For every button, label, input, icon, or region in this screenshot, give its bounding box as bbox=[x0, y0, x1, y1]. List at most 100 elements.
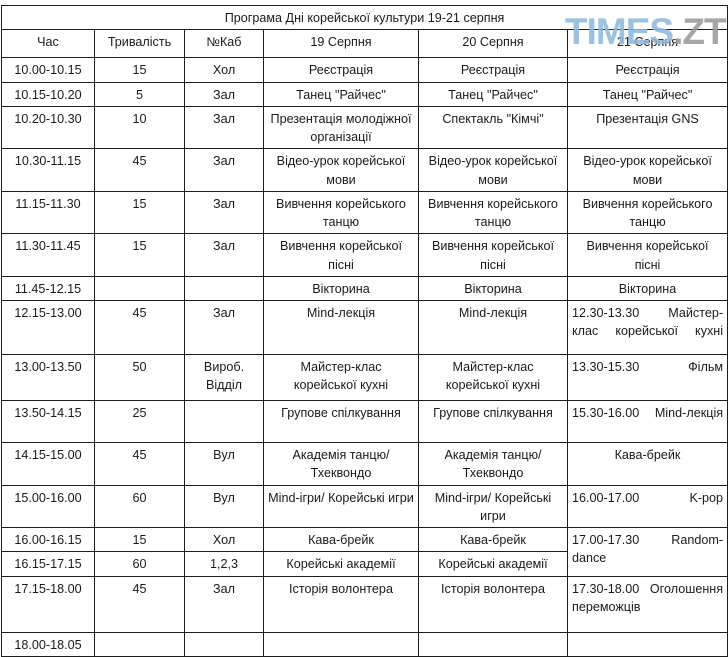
cell-room: 1,2,3 bbox=[184, 551, 264, 577]
cell-day20: Mind-ігри/ Корейські игри bbox=[418, 484, 568, 528]
cell-day21-time: 15.30-16.00 bbox=[572, 406, 640, 420]
column-header-time: Час bbox=[1, 29, 95, 59]
cell-day21-split: 16.00-17.00 K-pop bbox=[572, 489, 723, 507]
cell-day21-time: 17.00-17.30 bbox=[572, 533, 640, 547]
cell-day19: Вікторина bbox=[263, 275, 419, 302]
table-row: 16.15-17.15 60 1,2,3 Корейські академії … bbox=[1, 551, 728, 577]
cell-day20: Корейські академії bbox=[418, 551, 568, 577]
table-row: 17.15-18.00 45 Зал Історія волонтера Іст… bbox=[1, 575, 728, 633]
table-row: 13.50-14.15 25 Групове спілкування Групо… bbox=[1, 400, 728, 443]
table-header-row: Час Тривалість №Каб 19 Серпня 20 Серпня … bbox=[1, 29, 728, 59]
cell-day19: Вивчення корейського танцю bbox=[263, 190, 419, 235]
cell-duration: 50 bbox=[94, 354, 185, 401]
cell-duration: 60 bbox=[94, 484, 185, 528]
cell-day21: 13.30-15.30 Фільм bbox=[566, 354, 728, 401]
cell-time: 12.15-13.00 bbox=[1, 300, 95, 355]
cell-day21: Відео-урок корейської мови bbox=[566, 148, 728, 192]
cell-duration: 15 bbox=[94, 57, 185, 83]
cell-day20: Групове спілкування bbox=[418, 400, 568, 443]
cell-day19: Групове спілкування bbox=[263, 400, 419, 443]
cell-day20: Академія танцю/ Тхеквондо bbox=[418, 442, 568, 486]
cell-duration: 25 bbox=[94, 400, 185, 443]
column-header-day20: 20 Серпня bbox=[418, 29, 568, 59]
column-header-day21: 21 Серпня bbox=[566, 29, 728, 59]
table-row: 10.15-10.20 5 Зал Танец "Райчес" Танец "… bbox=[1, 81, 728, 107]
cell-room: Вироб. Відділ bbox=[184, 354, 264, 401]
cell-day20: Вивчення корейського танцю bbox=[418, 190, 568, 235]
cell-day20: Реєстрація bbox=[418, 57, 568, 83]
cell-time: 11.45-12.15 bbox=[1, 275, 95, 302]
cell-time: 10.30-11.15 bbox=[1, 148, 95, 192]
cell-day19: Відео-урок корейської мови bbox=[263, 148, 419, 192]
cell-time: 13.00-13.50 bbox=[1, 354, 95, 401]
table-title-row: Програма Дні корейської культури 19-21 с… bbox=[0, 4, 728, 31]
cell-duration bbox=[94, 631, 185, 657]
cell-room: Хол bbox=[184, 526, 264, 553]
column-header-day19: 19 Серпня bbox=[263, 29, 419, 59]
cell-day21-split: 13.30-15.30 Фільм bbox=[572, 358, 723, 376]
cell-duration: 45 bbox=[94, 575, 185, 633]
cell-day21: Презентація GNS bbox=[566, 105, 728, 150]
cell-day20: Вивчення корейської пісні bbox=[418, 233, 568, 277]
column-header-duration: Тривалість bbox=[94, 29, 185, 59]
cell-room: Зал bbox=[184, 148, 264, 192]
cell-duration: 45 bbox=[94, 148, 185, 192]
cell-day19: Історія волонтера bbox=[263, 575, 419, 633]
cell-day21-time: 17.30-18.00 bbox=[572, 581, 640, 596]
cell-room: Зал bbox=[184, 190, 264, 235]
cell-day21-title: Mind-лекція bbox=[654, 406, 724, 420]
cell-duration: 15 bbox=[94, 233, 185, 277]
cell-day21: 15.30-16.00 Mind-лекція bbox=[566, 400, 728, 443]
cell-duration: 15 bbox=[94, 526, 185, 553]
table-row: 11.45-12.15 Вікторина Вікторина Вікторин… bbox=[1, 275, 728, 302]
cell-day20: Mind-лекція bbox=[418, 300, 568, 355]
cell-duration: 45 bbox=[94, 442, 185, 486]
cell-day21: Вивчення корейського танцю bbox=[566, 190, 728, 235]
cell-room: Зал bbox=[184, 575, 264, 633]
cell-day20: Майстер-клас корейської кухні bbox=[418, 354, 568, 401]
cell-room bbox=[184, 275, 264, 302]
cell-day21-title: Оголошення переможців bbox=[572, 581, 724, 614]
table-row: 13.00-13.50 50 Вироб. Відділ Майстер-кла… bbox=[1, 354, 728, 401]
cell-time: 14.15-15.00 bbox=[1, 442, 95, 486]
table-row: 11.15-11.30 15 Зал Вивчення корейського … bbox=[1, 190, 728, 235]
cell-day21: 12.30-13.30 Майстер-клас корейської кухн… bbox=[566, 300, 728, 355]
cell-day20: Спектакль "Кімчі" bbox=[418, 105, 568, 150]
cell-time: 10.20-10.30 bbox=[1, 105, 95, 150]
schedule-page: TIMES.ZT Програма Дні корейської культур… bbox=[0, 4, 728, 657]
cell-day21-split: 15.30-16.00 Mind-лекція bbox=[572, 404, 723, 422]
cell-day21-split: 17.00-17.30 Random-dance bbox=[572, 531, 723, 568]
column-header-room: №Каб bbox=[184, 29, 264, 59]
cell-day20 bbox=[418, 631, 568, 657]
cell-room: Зал bbox=[184, 81, 264, 107]
table-row: 10.30-11.15 45 Зал Відео-урок корейської… bbox=[1, 148, 728, 192]
page-title: Програма Дні корейської культури 19-21 с… bbox=[0, 4, 728, 31]
cell-day21-split: 17.30-18.00 Оголошення переможців bbox=[572, 580, 723, 617]
table-row: 14.15-15.00 45 Вул Академія танцю/ Тхекв… bbox=[1, 442, 728, 486]
cell-day21-title: Майстер-клас корейської кухні bbox=[572, 306, 724, 339]
table-row: 16.00-16.15 15 Хол Кава-брейк Кава-брейк… bbox=[1, 526, 728, 577]
cell-time: 18.00-18.05 bbox=[1, 631, 95, 657]
table-row: 11.30-11.45 15 Зал Вивчення корейської п… bbox=[1, 233, 728, 277]
table-row: 10.00-10.15 15 Хол Реєстрація Реєстрація… bbox=[1, 57, 728, 83]
cell-day21-title: K-pop bbox=[689, 490, 724, 505]
cell-day20: Танец "Райчес" bbox=[418, 81, 568, 107]
cell-time: 16.00-16.15 bbox=[1, 526, 95, 553]
cell-day19: Презентація молодіжної організації bbox=[263, 105, 419, 150]
cell-day21-title: Фільм bbox=[688, 360, 724, 374]
table-row: 12.15-13.00 45 Зал Mind-лекція Mind-лекц… bbox=[1, 300, 728, 355]
cell-day19: Корейські академії bbox=[263, 551, 419, 577]
cell-duration: 10 bbox=[94, 105, 185, 150]
cell-day19 bbox=[263, 631, 419, 657]
cell-day21: 17.00-17.30 Random-dance bbox=[566, 527, 728, 577]
cell-room: Хол bbox=[184, 57, 264, 83]
cell-day21-split: 12.30-13.30 Майстер-клас корейської кухн… bbox=[572, 304, 723, 341]
cell-duration: 45 bbox=[94, 300, 185, 355]
cell-day19: Майстер-клас корейської кухні bbox=[263, 354, 419, 401]
cell-day20: Вікторина bbox=[418, 275, 568, 302]
schedule-table: Програма Дні корейської культури 19-21 с… bbox=[0, 4, 728, 657]
cell-duration: 60 bbox=[94, 551, 185, 577]
cell-duration: 15 bbox=[94, 190, 185, 235]
cell-time: 16.15-17.15 bbox=[1, 551, 95, 577]
cell-day19: Вивчення корейської пісні bbox=[263, 233, 419, 277]
